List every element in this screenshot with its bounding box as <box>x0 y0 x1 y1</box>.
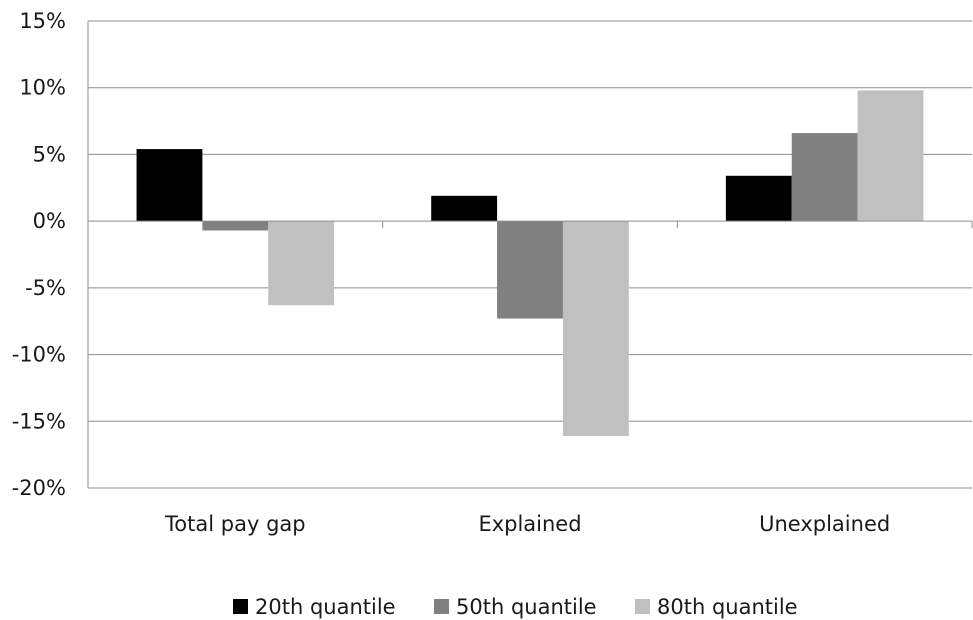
bar-20th-quantile-total-pay-gap <box>136 149 203 222</box>
legend-label: 20th quantile <box>255 595 396 619</box>
bar-50th-quantile-unexplained <box>791 133 858 222</box>
legend-item: 80th quantile <box>635 595 798 619</box>
gridlines <box>88 20 972 489</box>
legend-item: 50th quantile <box>434 595 597 619</box>
y-tick-label: -5% <box>25 276 66 300</box>
bar-20th-quantile-explained <box>431 195 498 222</box>
y-tick-label: -15% <box>12 409 66 433</box>
x-axis-labels: Total pay gap Explained Unexplained <box>164 512 890 536</box>
bar-20th-quantile-unexplained <box>725 175 792 222</box>
x-tick-label: Total pay gap <box>164 512 306 536</box>
legend-label: 80th quantile <box>657 595 798 619</box>
x-tick-label: Unexplained <box>759 512 890 536</box>
y-tick-label: 5% <box>33 142 66 166</box>
legend-swatch <box>434 599 449 614</box>
bar-80th-quantile-total-pay-gap <box>268 221 335 306</box>
bar-80th-quantile-explained <box>562 221 629 436</box>
legend-swatch <box>233 599 248 614</box>
y-axis: 15% 10% 5% 0% -5% -10% -15% -20% <box>12 9 89 500</box>
y-tick-label: -20% <box>12 476 66 500</box>
x-tick-label: Explained <box>478 512 581 536</box>
bar-80th-quantile-unexplained <box>857 90 924 222</box>
bar-50th-quantile-total-pay-gap <box>202 221 269 231</box>
x-axis <box>87 220 973 229</box>
y-tick-label: 10% <box>19 76 66 100</box>
y-tick-label: 15% <box>19 9 66 33</box>
bars <box>136 90 924 436</box>
y-tick-label: 0% <box>33 209 66 233</box>
legend: 20th quantile 50th quantile 80th quantile <box>233 595 798 619</box>
legend-item: 20th quantile <box>233 595 396 619</box>
y-tick-label: -10% <box>12 343 66 367</box>
bar-50th-quantile-explained <box>497 221 563 319</box>
legend-label: 50th quantile <box>456 595 597 619</box>
legend-swatch <box>635 599 650 614</box>
